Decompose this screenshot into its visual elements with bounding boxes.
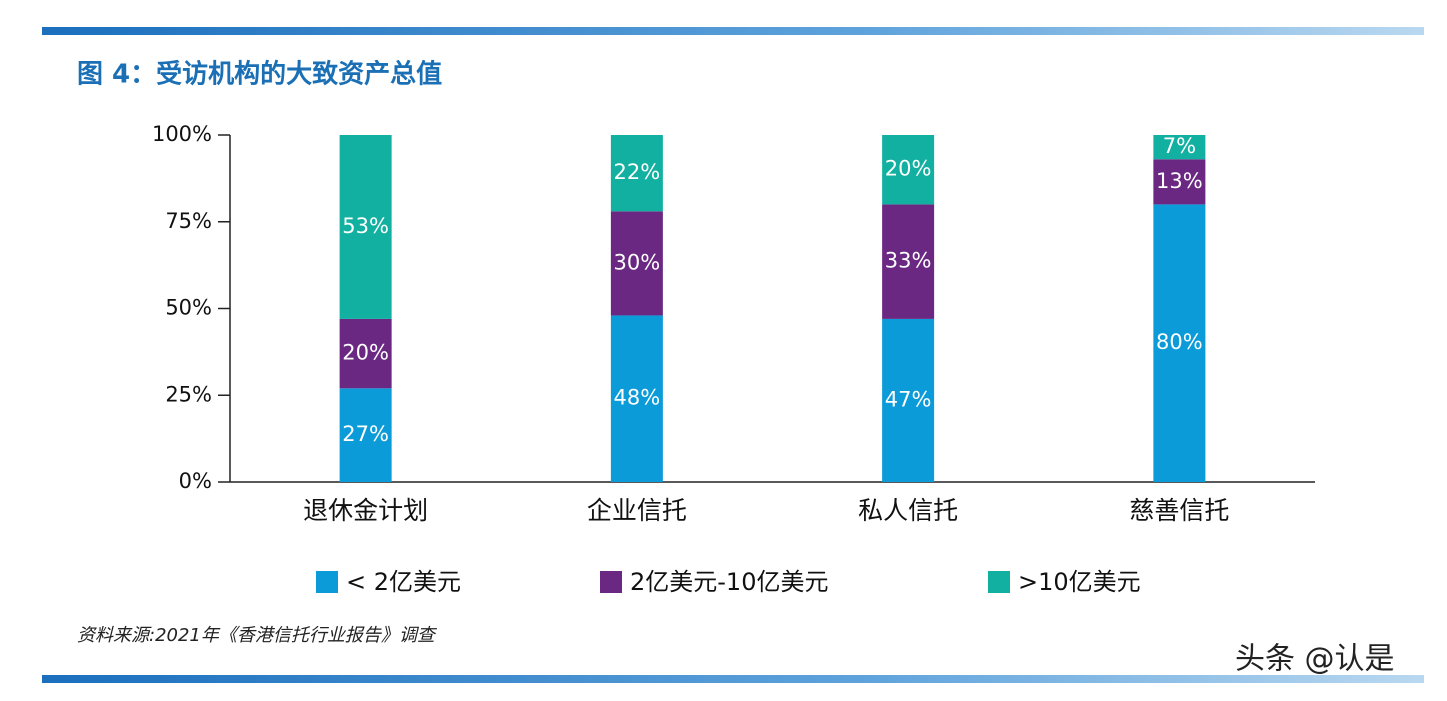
value-label: 7%	[1163, 134, 1196, 158]
y-tick-label: 50%	[165, 296, 212, 320]
x-tick-label: 私人信托	[858, 496, 958, 525]
x-tick-label: 慈善信托	[1129, 496, 1229, 525]
value-label: 22%	[614, 160, 661, 184]
value-label: 80%	[1156, 330, 1203, 354]
legend-label: < 2亿美元	[346, 568, 461, 596]
top-band	[42, 27, 1424, 35]
legend-label: >10亿美元	[1018, 568, 1141, 596]
legend-swatch	[316, 571, 338, 593]
value-label: 20%	[885, 157, 932, 181]
bar-segment	[1153, 135, 1206, 160]
chart-title: 图 4：受访机构的大致资产总值	[77, 59, 442, 90]
x-tick-label: 退休金计划	[303, 496, 428, 525]
bar-segment	[339, 135, 392, 319]
y-tick-label: 100%	[152, 122, 212, 146]
bar-segment	[882, 318, 935, 482]
bar-segment	[882, 204, 935, 319]
watermark: 头条 @认是	[1235, 642, 1395, 677]
value-label: 30%	[614, 250, 661, 274]
legend-swatch	[988, 571, 1010, 593]
bar-segment	[339, 318, 392, 389]
legend-swatch	[600, 571, 622, 593]
value-label: 48%	[614, 386, 661, 410]
bar-segment	[882, 135, 935, 205]
y-tick-label: 0%	[179, 469, 212, 493]
bar-segment	[339, 388, 392, 482]
y-tick-label: 25%	[165, 382, 212, 406]
value-label: 13%	[1156, 169, 1203, 193]
value-label: 53%	[342, 214, 389, 238]
bar-segment	[610, 211, 663, 316]
value-label: 33%	[885, 249, 932, 273]
value-label: 20%	[342, 341, 389, 365]
bar-segment	[1153, 159, 1206, 205]
bottom-band	[42, 675, 1424, 683]
value-label: 47%	[885, 387, 932, 411]
y-tick-label: 75%	[165, 209, 212, 233]
source-note: 资料来源:2021年《香港信托行业报告》调查	[77, 625, 438, 646]
legend-label: 2亿美元-10亿美元	[630, 568, 828, 596]
bar-segment	[610, 315, 663, 482]
bar-segment	[610, 135, 663, 212]
x-tick-label: 企业信托	[587, 496, 687, 525]
bar-segment	[1153, 204, 1206, 482]
value-label: 27%	[342, 422, 389, 446]
